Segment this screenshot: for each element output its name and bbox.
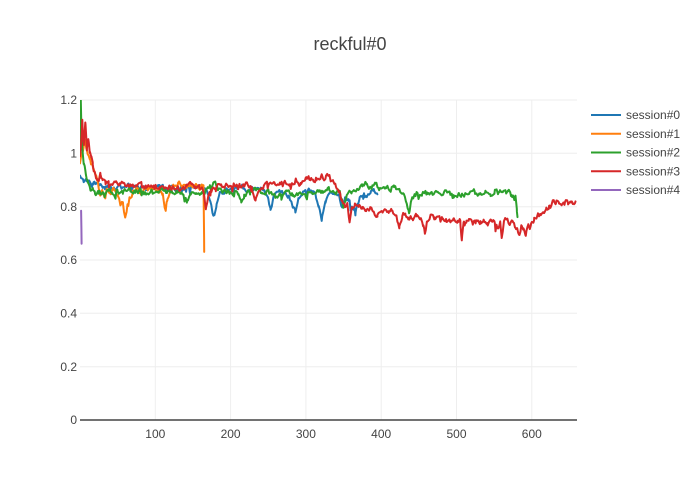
svg-text:session#1: session#1 [626, 127, 680, 141]
svg-text:session#3: session#3 [626, 164, 680, 178]
svg-text:0: 0 [70, 413, 77, 427]
svg-text:0.2: 0.2 [60, 360, 77, 374]
svg-text:0.6: 0.6 [60, 253, 77, 267]
svg-text:100: 100 [145, 427, 165, 441]
svg-text:reckful#0: reckful#0 [313, 34, 386, 54]
svg-text:0.4: 0.4 [60, 307, 77, 321]
svg-text:200: 200 [221, 427, 241, 441]
svg-text:1.2: 1.2 [60, 93, 77, 107]
svg-text:500: 500 [446, 427, 466, 441]
svg-text:300: 300 [296, 427, 316, 441]
svg-text:0.8: 0.8 [60, 200, 77, 214]
svg-text:session#0: session#0 [626, 108, 680, 122]
svg-text:1: 1 [70, 147, 77, 161]
svg-text:400: 400 [371, 427, 391, 441]
svg-text:session#2: session#2 [626, 146, 680, 160]
svg-text:600: 600 [522, 427, 542, 441]
svg-text:session#4: session#4 [626, 183, 680, 197]
